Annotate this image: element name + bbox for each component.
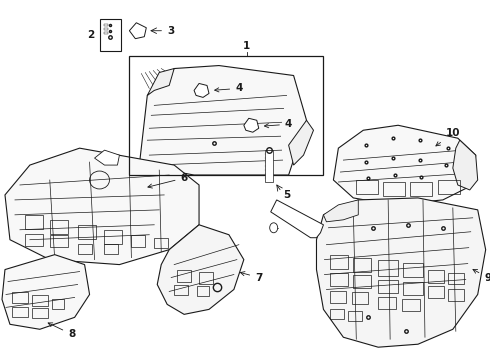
Bar <box>330 309 344 319</box>
Bar <box>154 238 168 248</box>
Bar <box>330 273 348 287</box>
Bar <box>131 235 146 247</box>
Bar <box>32 309 48 318</box>
Bar <box>448 273 464 284</box>
Bar <box>438 180 460 194</box>
Text: 9: 9 <box>473 269 490 283</box>
Polygon shape <box>147 68 174 95</box>
Polygon shape <box>129 23 147 39</box>
Polygon shape <box>289 120 314 165</box>
Bar <box>428 270 444 283</box>
Bar <box>50 235 68 247</box>
Ellipse shape <box>270 223 278 233</box>
Bar <box>330 255 348 269</box>
Bar <box>32 296 48 306</box>
Bar <box>383 182 405 196</box>
Polygon shape <box>317 198 486 347</box>
Text: 4: 4 <box>265 119 293 129</box>
Bar <box>199 271 213 284</box>
Bar <box>52 300 64 309</box>
Text: 6: 6 <box>148 173 188 188</box>
Bar <box>104 244 119 254</box>
Bar <box>174 285 188 296</box>
Bar <box>348 311 362 321</box>
Polygon shape <box>95 150 120 165</box>
Bar <box>50 220 68 234</box>
Bar <box>352 292 368 305</box>
Bar <box>378 297 396 309</box>
Bar <box>378 279 398 293</box>
Text: 1: 1 <box>243 41 250 51</box>
Bar <box>12 307 28 318</box>
Text: 8: 8 <box>48 323 75 339</box>
Text: 10: 10 <box>436 128 460 146</box>
Polygon shape <box>323 200 358 222</box>
Bar <box>403 282 423 296</box>
Bar <box>103 32 108 34</box>
Bar <box>356 180 378 194</box>
Bar <box>265 150 273 182</box>
Bar <box>403 262 423 276</box>
Bar <box>77 225 96 239</box>
Polygon shape <box>244 118 259 132</box>
Text: 2: 2 <box>87 30 95 40</box>
Polygon shape <box>2 255 90 329</box>
Polygon shape <box>270 200 323 238</box>
Bar <box>103 28 108 30</box>
Polygon shape <box>194 84 209 98</box>
Bar <box>104 230 122 244</box>
Bar <box>428 287 444 298</box>
Bar <box>12 292 28 303</box>
Bar <box>25 234 43 246</box>
Bar <box>448 289 464 301</box>
Bar <box>177 270 191 282</box>
Bar <box>129 55 323 175</box>
Text: 5: 5 <box>284 190 291 200</box>
Bar <box>25 215 43 229</box>
Bar <box>77 244 92 254</box>
Bar <box>353 258 371 271</box>
Bar <box>99 19 122 51</box>
Polygon shape <box>157 225 244 314</box>
Polygon shape <box>5 148 199 265</box>
Polygon shape <box>139 66 307 175</box>
Bar <box>103 24 108 26</box>
Text: 3: 3 <box>167 26 174 36</box>
Bar <box>402 300 420 311</box>
Bar <box>353 275 371 288</box>
Bar <box>197 287 209 296</box>
Bar <box>378 260 398 275</box>
Bar <box>330 292 346 303</box>
Polygon shape <box>453 140 478 190</box>
Text: 7: 7 <box>241 272 263 283</box>
Bar <box>410 182 432 196</box>
Text: 4: 4 <box>215 84 243 94</box>
Polygon shape <box>333 125 476 205</box>
